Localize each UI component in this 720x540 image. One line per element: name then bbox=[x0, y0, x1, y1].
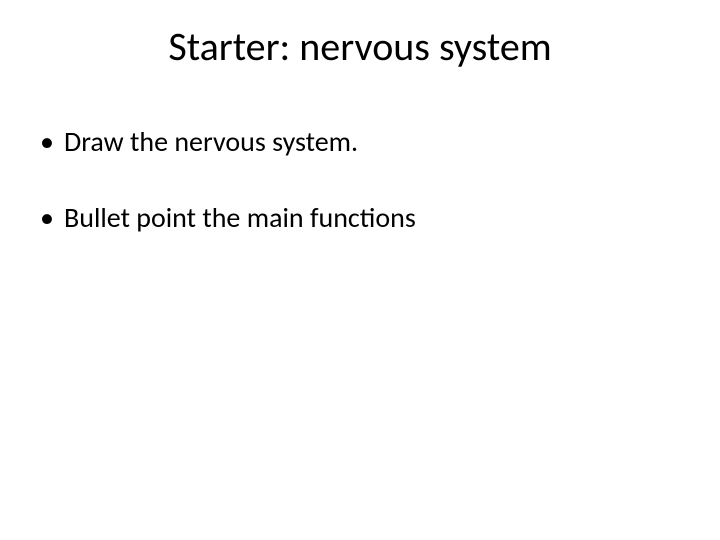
slide: Starter: nervous system Draw the nervous… bbox=[0, 0, 720, 540]
list-item: Draw the nervous system. bbox=[38, 125, 678, 159]
slide-title: Starter: nervous system bbox=[0, 22, 720, 71]
list-item: Bullet point the main functions bbox=[38, 201, 678, 235]
slide-body: Draw the nervous system. Bullet point th… bbox=[38, 125, 678, 276]
bullet-list: Draw the nervous system. Bullet point th… bbox=[38, 125, 678, 234]
